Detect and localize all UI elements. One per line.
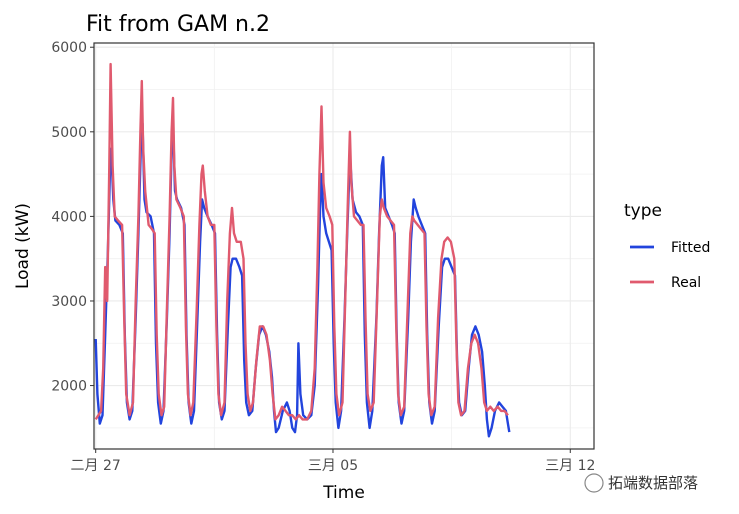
y-tick-label: 5000 [51, 125, 87, 141]
x-axis-ticks: 二月 27 三月 05 三月 12 [71, 449, 595, 474]
y-tick-label: 4000 [51, 209, 87, 225]
x-tick-label: 三月 05 [308, 458, 358, 474]
y-tick-label: 2000 [51, 379, 87, 395]
legend-label-fitted: Fitted [671, 240, 710, 256]
y-tick-label: 3000 [51, 294, 87, 310]
watermark-text: 拓端数据部落 [608, 474, 698, 492]
x-tick-label: 三月 12 [545, 458, 595, 474]
legend: type Fitted Real [624, 201, 710, 291]
legend-label-real: Real [671, 275, 701, 291]
series-line-real [94, 62, 509, 421]
series-line-fitted [94, 122, 511, 438]
y-axis-ticks: 2000 3000 4000 5000 6000 [51, 40, 94, 395]
wechat-icon [584, 473, 604, 493]
legend-title: type [624, 201, 662, 221]
watermark: 拓端数据部落 [584, 473, 698, 493]
y-tick-label: 6000 [51, 40, 87, 56]
x-tick-label: 二月 27 [71, 458, 121, 474]
chart-title: Fit from GAM n.2 [86, 12, 270, 37]
series-layer [94, 62, 511, 438]
panel-border [93, 42, 595, 450]
y-axis-title: Load (kW) [13, 203, 33, 289]
x-axis-title: Time [322, 483, 365, 503]
